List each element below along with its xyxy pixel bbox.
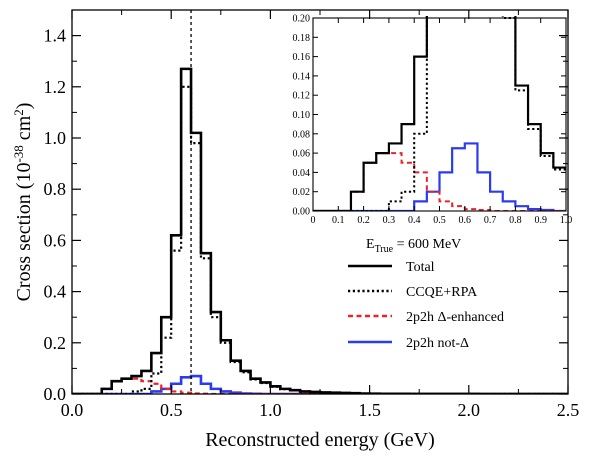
- axes-group: 0.0 0.5 1.0 1.5 2.0 2.5 0.0 0.2 0.4 0.6 0.8 1.0 1.2 1…: [11, 9, 580, 451]
- legend-label: CCQE+RPA: [406, 285, 478, 300]
- inset-x-tick-label: 0.3: [383, 215, 396, 226]
- inset-series-line-2p2h-not-: [313, 142, 566, 211]
- inset-x-tick-label: 0: [311, 215, 316, 226]
- inset-y-tick-label: 0.08: [293, 129, 311, 140]
- legend-label: 2p2h not-Δ: [406, 336, 469, 351]
- inset-y-tick-label: 0.06: [293, 149, 311, 160]
- y-axis-title-part: Cross section (10: [13, 163, 35, 302]
- inset-y-tick-label: 0.18: [293, 33, 311, 44]
- y-axis-title: Cross section (10-38 cm2): [11, 103, 35, 302]
- y-tick-label: 1.4: [44, 26, 67, 46]
- inset-x-tick-label: 0.7: [484, 215, 497, 226]
- y-tick-label: 0.6: [44, 230, 67, 250]
- legend-heading-sub: True: [375, 244, 394, 255]
- inset-x-tick-label: 0.2: [357, 215, 370, 226]
- y-axis-title-part: ): [13, 103, 35, 110]
- inset-x-tick-label: 1.0: [560, 215, 573, 226]
- inset-y-tick-label: 0.02: [293, 187, 311, 198]
- y-tick-label: 1.2: [44, 77, 67, 97]
- legend-label: 2p2h Δ-enhanced: [406, 310, 504, 325]
- y-tick-label: 0.8: [44, 179, 67, 199]
- y-tick-label: 1.0: [44, 128, 67, 148]
- inset-y-tick-label: 0.14: [293, 71, 311, 82]
- legend-heading-part: E: [366, 237, 375, 252]
- series-line-2p2h-enhanced: [72, 377, 568, 394]
- legend-label: Total: [406, 260, 435, 275]
- x-tick-label: 0.5: [160, 400, 183, 420]
- inset-x-tick-label: 0.5: [433, 215, 446, 226]
- inset-x-tick-label: 0.4: [408, 215, 421, 226]
- inset-y-tick-label: 0.20: [293, 14, 311, 25]
- y-axis-title-part: cm: [13, 115, 35, 145]
- inset-y-tick-label: 0.16: [293, 52, 311, 63]
- series-line-2p2h-not-: [72, 374, 568, 394]
- y-tick-label: 0.4: [44, 282, 67, 302]
- legend-heading: ETrue = 600 MeV: [366, 237, 461, 255]
- inset-x-tick-label: 0.6: [459, 215, 472, 226]
- inset-y-tick-label: 0.12: [293, 91, 311, 102]
- x-tick-label: 2.5: [557, 400, 580, 420]
- inset-series-line-total: [313, 16, 566, 211]
- inset-y-tick-label: 0.00: [293, 207, 311, 218]
- inset-x-tick-label: 0.1: [332, 215, 345, 226]
- x-tick-label: 0.0: [61, 400, 84, 420]
- y-tick-label: 0.0: [44, 384, 67, 404]
- inset-series-group: 0 0.1 0.2 0.3 0.4 0.5 0.6 0.7 0.8 0.9 1.0 0.00 0.02 0…: [293, 14, 573, 227]
- inset-y-tick-label: 0.04: [293, 168, 311, 179]
- inset-x-tick-label: 0.8: [509, 215, 522, 226]
- inset-series-line-2p2h-enhanced: [313, 152, 566, 211]
- inset-x-tick-label: 0.9: [534, 215, 547, 226]
- x-tick-label: 1.0: [259, 400, 282, 420]
- legend: ETrue = 600 MeV Total CCQE+RPA 2p2h Δ-enhan…: [348, 237, 504, 351]
- x-tick-label: 1.5: [358, 400, 381, 420]
- inset-y-tick-label: 0.10: [293, 110, 311, 121]
- legend-heading-part: = 600 MeV: [393, 237, 461, 252]
- y-tick-label: 0.2: [44, 333, 67, 353]
- inset-series: [313, 16, 566, 211]
- y-axis-title-sup: 2: [11, 109, 26, 116]
- y-axis-title-sup: -38: [11, 145, 26, 162]
- x-axis-title: Reconstructed energy (GeV): [205, 429, 435, 451]
- x-tick-label: 2.0: [458, 400, 481, 420]
